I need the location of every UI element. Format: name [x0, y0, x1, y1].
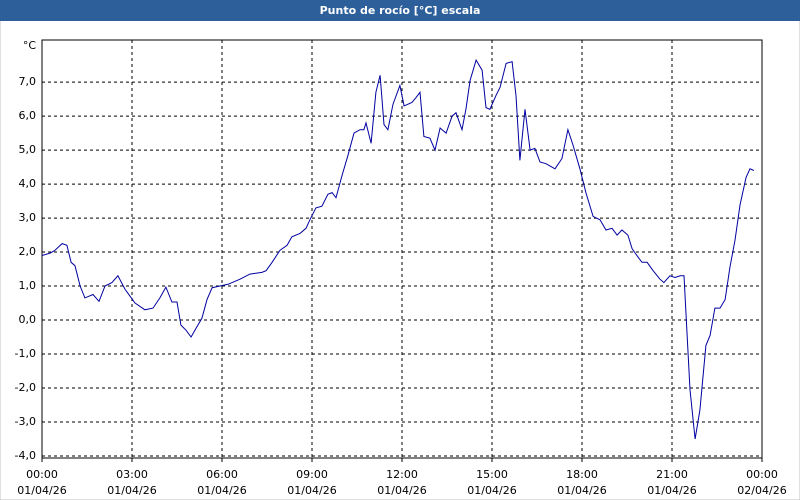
x-tick-date: 01/04/26 [647, 484, 696, 497]
y-tick-label: -4,0 [15, 449, 36, 462]
x-tick-date: 01/04/26 [467, 484, 516, 497]
y-tick-label: -1,0 [15, 347, 36, 360]
y-tick-label: 0,0 [19, 313, 37, 326]
x-tick-date: 01/04/26 [557, 484, 606, 497]
x-tick-label: 09:00 [296, 468, 328, 481]
y-tick-label: 6,0 [19, 109, 37, 122]
line [41, 58, 755, 440]
x-tick-label: 00:00 [746, 468, 778, 481]
y-tick-label: 4,0 [19, 177, 37, 190]
title-bar [0, 0, 800, 21]
y-tick-label: -3,0 [15, 415, 36, 428]
y-tick-label: -2,0 [15, 381, 36, 394]
y-tick-label: 7,0 [19, 75, 37, 88]
x-tick-label: 18:00 [566, 468, 598, 481]
y-tick-label: 5,0 [19, 143, 37, 156]
y-tick-label: 2,0 [19, 245, 37, 258]
y-tick-label: 1,0 [19, 279, 37, 292]
x-tick-label: 21:00 [656, 468, 688, 481]
x-tick-date: 01/04/26 [287, 484, 336, 497]
x-tick-label: 12:00 [386, 468, 418, 481]
x-tick-date: 01/04/26 [197, 484, 246, 497]
x-tick-date: 01/04/26 [107, 484, 156, 497]
x-tick-date: 01/04/26 [377, 484, 426, 497]
x-tick-date: 02/04/26 [737, 484, 786, 497]
y-tick-label: 3,0 [19, 211, 37, 224]
y-unit: °C [23, 39, 37, 52]
x-tick-label: 03:00 [116, 468, 148, 481]
plot-frame [41, 39, 763, 459]
x-tick-label: 06:00 [206, 468, 238, 481]
x-tick-label: 15:00 [476, 468, 508, 481]
x-tick-date: 01/04/26 [17, 484, 66, 497]
x-tick-label: 00:00 [26, 468, 58, 481]
chart-title: Punto de rocío [°C] escala [320, 4, 481, 17]
